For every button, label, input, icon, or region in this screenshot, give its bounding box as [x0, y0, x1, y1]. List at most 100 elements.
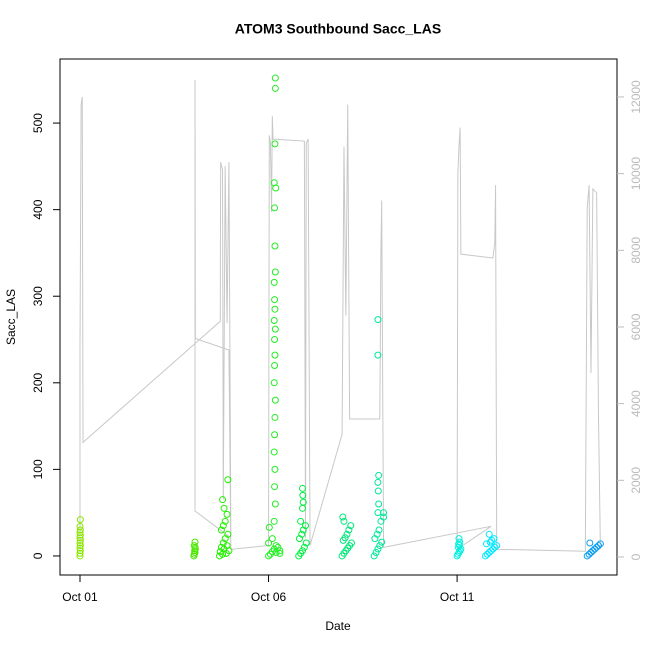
point [76, 531, 84, 539]
point [596, 540, 604, 548]
point [302, 539, 310, 547]
y-tick-label: 500 [31, 113, 45, 133]
point [271, 140, 279, 148]
point [76, 523, 84, 531]
point [488, 536, 496, 544]
point [456, 538, 464, 546]
point [374, 316, 382, 324]
point [76, 552, 84, 560]
y-tick-label: 200 [31, 372, 45, 392]
point [271, 500, 279, 508]
point [483, 550, 491, 558]
point [370, 552, 378, 560]
point [76, 547, 84, 555]
point [271, 361, 279, 369]
point [219, 522, 227, 530]
point [372, 548, 380, 556]
altitude-line [79, 79, 601, 552]
point [274, 543, 282, 551]
point [271, 268, 279, 276]
point [378, 538, 386, 546]
point [373, 530, 381, 538]
point [299, 491, 307, 499]
point [271, 305, 279, 313]
plot-box [59, 58, 618, 576]
point [270, 278, 278, 286]
point [341, 534, 349, 542]
x-axis-label: Date [325, 619, 351, 633]
point [268, 535, 276, 543]
y2-tick-label: 2000 [629, 467, 643, 494]
chart-title: ATOM3 Southbound Sacc_LAS [235, 21, 441, 37]
point [380, 513, 388, 521]
x-tick-label: Oct 11 [440, 590, 475, 604]
y-tick-label: 300 [31, 286, 45, 306]
point [589, 547, 597, 555]
point [276, 549, 284, 557]
point [76, 542, 84, 550]
point [300, 543, 308, 551]
point [298, 547, 306, 555]
point [376, 542, 384, 550]
y-tick-label: 100 [31, 459, 45, 479]
point [225, 547, 233, 555]
point [490, 535, 498, 543]
point [220, 504, 228, 512]
point [374, 509, 382, 517]
point [374, 478, 382, 486]
point [298, 530, 306, 538]
point [374, 545, 382, 553]
y2-tick-label: 0 [629, 553, 643, 560]
point [224, 476, 232, 484]
point [76, 526, 84, 534]
y2-tick-label: 12000 [629, 80, 643, 114]
point [298, 504, 306, 512]
point [271, 483, 279, 491]
point [375, 471, 383, 479]
point [297, 517, 305, 525]
point [191, 538, 199, 546]
point [375, 526, 383, 534]
point [483, 540, 491, 548]
point [374, 351, 382, 359]
point [481, 552, 489, 560]
point [76, 544, 84, 552]
point [380, 509, 388, 517]
point [339, 513, 347, 521]
point [270, 379, 278, 387]
y2-tick-label: 10000 [629, 157, 643, 191]
point [271, 296, 279, 304]
point [585, 550, 593, 558]
point [217, 526, 225, 534]
point [271, 336, 279, 344]
point [489, 545, 497, 553]
point [298, 484, 306, 492]
point [583, 552, 591, 560]
point [455, 535, 463, 543]
point [271, 242, 279, 250]
x-tick-label: Oct 06 [251, 590, 287, 604]
point [454, 550, 462, 558]
point [347, 522, 355, 530]
point [271, 351, 279, 359]
point [271, 84, 279, 92]
point [265, 539, 273, 547]
point [272, 542, 280, 550]
point [270, 179, 278, 187]
point [455, 548, 463, 556]
point [223, 510, 231, 518]
y2-tick-label: 4000 [629, 390, 643, 417]
point [276, 547, 284, 555]
point [219, 496, 227, 504]
point [299, 498, 307, 506]
point [224, 530, 232, 538]
point [265, 523, 273, 531]
point [271, 325, 279, 333]
point [76, 516, 84, 524]
point [593, 543, 601, 551]
point [591, 545, 599, 553]
point [271, 396, 279, 404]
point [271, 74, 279, 82]
point [340, 517, 348, 525]
